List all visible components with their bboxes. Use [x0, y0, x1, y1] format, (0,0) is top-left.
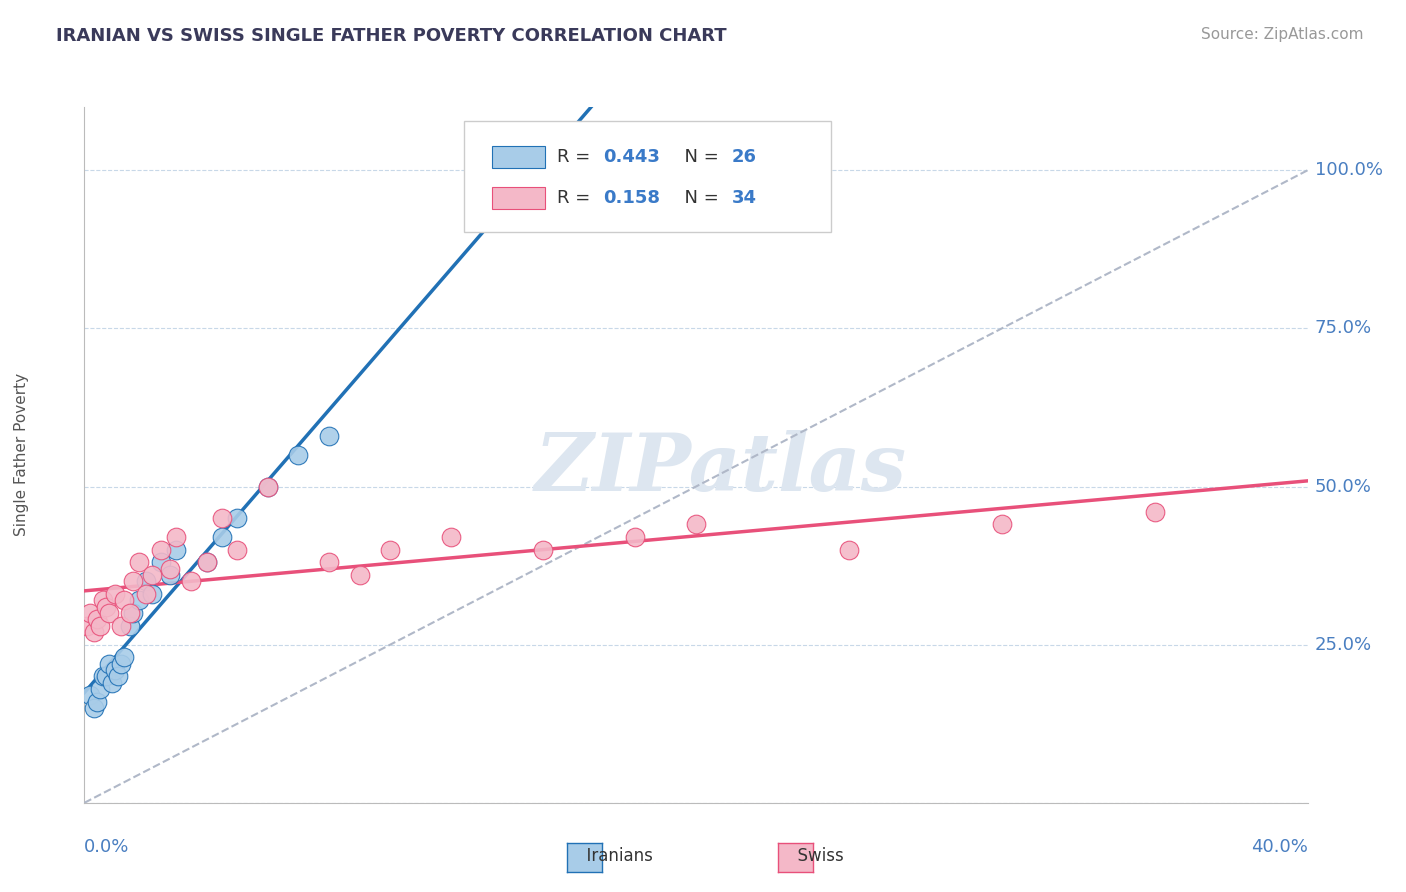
Point [211, 530, 233, 544]
Point [226, 542, 249, 557]
Text: 26: 26 [731, 148, 756, 166]
Point [101, 675, 124, 690]
Point [165, 530, 187, 544]
Point [83, 701, 105, 715]
Point [128, 593, 150, 607]
Text: 34: 34 [731, 189, 756, 207]
Point [624, 530, 647, 544]
Point [165, 542, 187, 557]
FancyBboxPatch shape [492, 187, 544, 210]
Point [86, 695, 108, 709]
FancyBboxPatch shape [464, 121, 831, 232]
Point [149, 542, 172, 557]
Point [110, 618, 132, 632]
Point [226, 511, 249, 525]
Point [122, 574, 145, 589]
Point [97, 657, 120, 671]
Text: 0.0%: 0.0% [84, 838, 129, 856]
Point [195, 556, 218, 570]
Point [318, 429, 340, 443]
Point [440, 530, 463, 544]
Text: R =: R = [557, 189, 602, 207]
Point [104, 663, 127, 677]
Point [97, 606, 120, 620]
Point [531, 542, 554, 557]
Point [83, 625, 105, 640]
Point [122, 606, 145, 620]
Text: 0.443: 0.443 [603, 148, 661, 166]
Point [79, 606, 101, 620]
Point [287, 448, 309, 462]
Point [112, 593, 135, 607]
Point [120, 606, 142, 620]
Point [380, 542, 402, 557]
Point [195, 556, 218, 570]
Point [180, 574, 202, 589]
Text: N =: N = [673, 148, 724, 166]
Point [991, 517, 1014, 532]
Text: 40.0%: 40.0% [1251, 838, 1308, 856]
Text: 50.0%: 50.0% [1315, 477, 1371, 496]
Point [685, 517, 707, 532]
Point [838, 542, 860, 557]
Point [149, 556, 172, 570]
Point [128, 556, 150, 570]
Point [112, 650, 135, 665]
Point [257, 479, 280, 493]
Point [94, 599, 117, 614]
Point [94, 669, 117, 683]
Point [159, 562, 181, 576]
Point [91, 593, 114, 607]
Point [107, 669, 129, 683]
Text: Single Father Poverty: Single Father Poverty [14, 374, 28, 536]
Text: Swiss: Swiss [787, 847, 844, 865]
Point [141, 587, 163, 601]
Point [104, 587, 127, 601]
Point [120, 618, 142, 632]
Text: ZIPatlas: ZIPatlas [534, 430, 907, 508]
Point [89, 681, 111, 696]
Text: R =: R = [557, 148, 596, 166]
Text: 75.0%: 75.0% [1315, 319, 1372, 337]
Text: Iranians: Iranians [576, 847, 654, 865]
Point [135, 587, 157, 601]
Text: Source: ZipAtlas.com: Source: ZipAtlas.com [1201, 27, 1364, 42]
Text: N =: N = [673, 189, 724, 207]
Point [349, 568, 371, 582]
Point [110, 657, 132, 671]
Point [318, 556, 340, 570]
Point [79, 688, 101, 702]
FancyBboxPatch shape [492, 146, 544, 169]
Text: 100.0%: 100.0% [1315, 161, 1382, 179]
Point [141, 568, 163, 582]
Point [1143, 505, 1166, 519]
Point [257, 479, 280, 493]
Text: IRANIAN VS SWISS SINGLE FATHER POVERTY CORRELATION CHART: IRANIAN VS SWISS SINGLE FATHER POVERTY C… [56, 27, 727, 45]
Point [91, 669, 114, 683]
Point [211, 511, 233, 525]
Text: 25.0%: 25.0% [1315, 636, 1372, 654]
Point [86, 612, 108, 626]
Point [159, 568, 181, 582]
Point [89, 618, 111, 632]
Point [135, 574, 157, 589]
Text: 0.158: 0.158 [603, 189, 661, 207]
Point [76, 618, 98, 632]
